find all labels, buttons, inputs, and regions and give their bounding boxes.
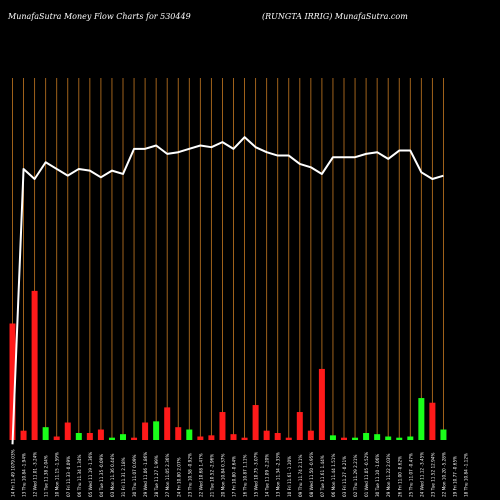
volume-bar [42,427,49,440]
volume-bar [352,437,359,440]
x-tick-label: 25 Thu 11.07 -0.47% [408,453,413,497]
x-tick-label: 15 Wed 10.75 -3.07% [254,452,259,497]
volume-bar [385,436,392,440]
x-tick-label: 02 Thu 11.29 2.21% [353,455,358,497]
volume-bar [186,429,193,440]
volume-bar [318,368,325,440]
x-tick-label: 18 Thu 10.84 -1.12% [464,453,469,497]
volume-bar [329,435,336,440]
x-tick-label: 22 Mon 10.20 -5.28% [441,452,446,497]
x-tick-label: 26 Fri 11.00 -0.62% [397,456,402,497]
price-line [11,136,444,445]
volume-bar [208,435,215,440]
volume-bars [9,290,447,440]
x-tick-label: 08 Wed 11.50 -0.95% [309,452,314,497]
volume-bar [241,437,248,440]
chart-title: MunafaSutra Money Flow Charts for 530449 [8,12,191,21]
x-tick-label: 28 Tue 11.27 1.99% [154,455,159,497]
x-tick-label: 29 Mon 11.22 2.03% [386,454,391,497]
volume-bar [285,437,292,440]
x-tick-label: 23 Thu 10.58 -0.92% [187,453,192,497]
x-tick-label: 04 Tue 11.35 -0.09% [99,454,104,497]
volume-bar [75,433,82,440]
x-tick-label: 21 Tue 10.52 -2.96% [209,454,214,497]
x-tick-label: 13 Mon 11.34 -2.33% [276,452,281,497]
volume-bar [407,436,414,440]
volume-bar [175,427,182,440]
volume-bar [440,429,447,440]
volume-bar [219,412,226,440]
x-tick-label: 07 Tue 11.61 1.44% [320,455,325,497]
x-tick-label: 03 Fri 11.27 -0.21% [342,456,347,497]
x-tick-label: 24 Wed 11.12 -3.45% [419,452,424,497]
volume-bar [230,434,237,440]
x-tick-label: 07 Fri 11.33 -0.09% [66,456,71,497]
volume-bar [252,405,259,440]
volume-bar [164,407,171,440]
x-tick-label: 06 Mon 11.44 1.51% [331,454,336,497]
volume-bar [64,422,71,440]
chart-subtitle: (RUNGTA IRRIG) MunafaSutra.com [262,12,408,21]
volume-bar [263,430,270,440]
volume-bar [341,437,347,440]
x-tick-label: 27 Mon 11.05 2.36% [165,454,170,497]
volume-bar [131,437,138,440]
x-tick-label: 12 Wed 11.01 -3.24% [33,452,38,497]
x-tick-label: 11 Tue 11.38 2.04% [44,455,49,497]
volume-bar [296,412,303,440]
volume-bar [31,290,38,440]
price-line-path [11,136,444,445]
volume-bar [418,398,425,440]
x-tick-label: 30 Tue 11.10 -1.06% [375,454,380,497]
volume-bar [20,430,27,440]
x-tick-label: 01 Wed 11.05 -0.52% [364,452,369,497]
volume-bar [396,437,403,440]
x-tick-label: 14 Fri 11.49 1079.03% [11,449,16,497]
x-tick-label: 20 Mon 10.84 0.37% [220,454,225,497]
volume-bar [307,430,314,440]
x-tick-label: 17 Fri 10.80 -0.64% [232,456,237,497]
x-tick-label: 13 Thu 10.84 -1.94% [22,453,27,497]
x-tick-labels: 14 Fri 11.49 1079.03% 13 Thu 10.84 -1.94%… [11,449,469,497]
x-tick-label: 23 Tue 11.52 12.94% [430,453,435,497]
volume-bar [142,422,149,440]
volume-bar [120,434,126,440]
volume-bar [153,421,160,440]
x-tick-label: 31 Fri 11.31 2.18% [121,457,126,497]
x-tick-label: 29 Wed 11.06 -1.86% [143,452,148,497]
volume-bar [274,433,281,440]
volume-bar [108,437,115,440]
volume-bar [374,434,381,440]
x-tick-label: 10 Fri 11.61 -1.10% [287,456,292,497]
volume-bar [9,323,16,440]
x-tick-label: 10 Mon 11.15 -1.59% [55,452,60,497]
volume-bar [86,433,93,440]
volume-bar [429,402,436,440]
x-tick-label: 16 Thu 10.87 1.11% [243,455,248,497]
volume-bar [53,436,60,440]
volume-bar [363,433,370,440]
x-tick-label: 06 Thu 11.34 1.34% [77,455,82,497]
x-tick-label: 30 Thu 11.07 0.09% [132,455,137,497]
gridlines [12,78,444,440]
x-tick-label: 03 Mon 11.36 0.44% [110,454,115,497]
x-tick-label: 05 Wed 11.19 -1.36% [88,452,93,497]
volume-bar [97,429,104,440]
x-tick-label: 09 Thu 11.74 2.11% [298,455,303,497]
x-tick-label: 14 Tue 11.09 -2.20% [265,454,270,497]
volume-bar [197,436,204,440]
x-tick-label: 24 Fri 10.80 2.07% [176,457,181,497]
x-tick-label: 22 Wed 10.68 1.47% [198,453,203,497]
x-tick-label: 19 Fri 10.77 -0.65% [453,456,458,497]
